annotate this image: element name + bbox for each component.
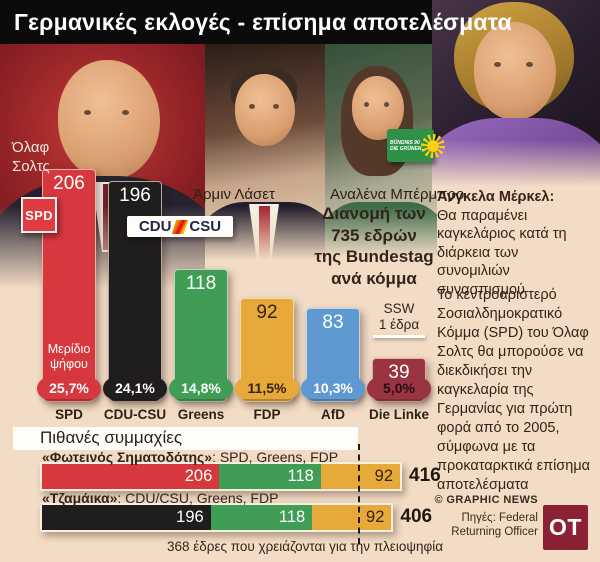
- majority-threshold-line: [357, 444, 360, 544]
- vote-share-pill-afd: 10,3%: [301, 378, 365, 399]
- scholz-eye-right: [122, 110, 129, 115]
- coalition-2-segment-greens: 118: [210, 505, 313, 530]
- ssw-seats: 1 έδρα: [378, 317, 420, 332]
- party-name-greens: Greens: [177, 407, 225, 422]
- greens-logo-text: BÜNDNIS 90 DIE GRÜNEN: [390, 140, 421, 152]
- coalition-1-parties: : SPD, Greens, FDP: [212, 449, 339, 465]
- coalitions-heading-strip: [13, 427, 358, 450]
- greens-logo-line2: DIE GRÜNEN: [390, 145, 422, 152]
- vote-share-pill-fdp: 11,5%: [235, 378, 299, 399]
- party-name-fdp: FDP: [253, 407, 281, 422]
- baerbock-eye-right: [384, 102, 389, 107]
- spd-logo-text: SPD: [25, 207, 53, 223]
- greens-party-logo: BÜNDNIS 90 DIE GRÜNEN: [387, 129, 446, 162]
- coalition-1-name: «Φωτεινός Σηματοδότης»: [42, 449, 213, 465]
- ot-logo: OT: [543, 505, 588, 550]
- cdu-csu-party-logo: CDU CSU: [127, 216, 233, 237]
- coalition-2-segment-cdu-csu: 196: [42, 505, 211, 530]
- scholz-head: [58, 60, 160, 180]
- party-name-die-linke: Die Linke: [368, 407, 430, 422]
- coalition-bar-1: 206 118 92: [40, 462, 402, 491]
- laschet-eye-right: [273, 104, 279, 109]
- label-annalena-baerbock: Αναλένα Μπέρμπρο: [330, 186, 465, 203]
- laschet-head: [235, 74, 295, 146]
- sources-note: Πηγές: Federal Returning Officer: [340, 512, 538, 539]
- merkel-quote: Άνγκελα Μέρκελ: Θα παραμένει καγκελάριος…: [437, 188, 569, 299]
- chart-title-line2: 735 εδρών: [331, 225, 417, 245]
- laschet-eye-left: [249, 104, 255, 109]
- coalition-1-label: «Φωτεινός Σηματοδότης»: SPD, Greens, FDP: [42, 449, 338, 465]
- label-olaf: Όλαφ: [12, 139, 50, 156]
- label-armin-laschet: Άρμιν Λάσετ: [193, 186, 275, 203]
- coalition-total-1: 416: [409, 465, 441, 486]
- vote-share-pill-spd: 25,7%: [37, 378, 101, 399]
- page-title: Γερμανικές εκλογές - επίσημα αποτελέσματ…: [14, 9, 512, 35]
- chart-title-line4: ανά κόμμα: [331, 268, 417, 288]
- greens-logo-line1: BÜNDNIS 90: [390, 139, 420, 146]
- vote-share-pill-die-linke: 5,0%: [367, 378, 431, 399]
- party-name-cdu-csu: CDU-CSU: [103, 407, 167, 422]
- vote-share-pill-cdu-csu: 24,1%: [103, 378, 167, 399]
- spd-party-logo: SPD: [21, 197, 57, 233]
- chart-title: Διανομή των 735 εδρών της Bundestag ανά …: [310, 203, 438, 289]
- cdu-logo-text: CDU: [138, 218, 172, 235]
- scholz-eye-left: [84, 110, 91, 115]
- party-name-afd: AfD: [321, 407, 345, 422]
- analysis-paragraph: Το κεντροαριστερό Σοσιαλδημοκρατικό Κόμμ…: [437, 287, 591, 493]
- baerbock-eye-left: [364, 102, 369, 107]
- coalition-bar-2: 196 118 92: [40, 503, 394, 532]
- ssw-seat-marker: [373, 335, 425, 338]
- ssw-name: SSW: [383, 301, 415, 316]
- chart-title-line3: της Bundestag: [314, 247, 434, 266]
- seat-count-spd: 206: [53, 173, 85, 194]
- coalition-2-name: «Τζαμάικα»: [42, 490, 118, 506]
- seat-count-afd: 83: [322, 312, 344, 333]
- merkel-eye-right: [526, 62, 533, 67]
- sources-line1: Πηγές: Federal: [461, 512, 538, 524]
- vote-share-pill-greens: 14,8%: [169, 378, 233, 399]
- coalition-1-segment-fdp: 92: [320, 464, 400, 489]
- coalitions-heading: Πιθανές συμμαχίες: [40, 428, 183, 447]
- chart-title-line1: Διανομή των: [322, 204, 426, 223]
- coalition-total-2: 406: [400, 506, 433, 527]
- csu-logo-text: CSU: [189, 218, 222, 235]
- seat-count-greens: 118: [185, 273, 217, 294]
- coalition-2-segment-fdp: 92: [312, 505, 392, 530]
- party-name-spd: SPD: [55, 407, 83, 422]
- vote-share-label: Μερίδιο ψήφου: [47, 342, 91, 371]
- ot-logo-text: OT: [549, 514, 582, 540]
- sources-line2: Returning Officer: [451, 525, 538, 538]
- merkel-blazer: [432, 118, 600, 194]
- coalition-2-parties: : CDU/CSU, Greens, FDP: [117, 490, 279, 506]
- coalition-1-segment-greens: 118: [219, 464, 321, 489]
- sunflower-icon: [421, 133, 446, 158]
- label-olaf-scholz: Όλαφ Σολτς: [12, 138, 50, 176]
- coalition-2-label: «Τζαμάικα»: CDU/CSU, Greens, FDP: [42, 490, 278, 506]
- merkel-eye-left: [494, 62, 501, 67]
- seat-count-die-linke: 39: [388, 362, 410, 383]
- coalition-1-segment-spd: 206: [42, 464, 220, 489]
- seat-bar-cdu-csu: 196: [108, 181, 162, 402]
- ssw-note: SSW 1 έδρα: [372, 301, 426, 333]
- seat-count-cdu-csu: 196: [119, 185, 151, 206]
- merkel-quote-body: Θα παραμένει καγκελάριος κατά τη διάρκει…: [437, 207, 567, 298]
- merkel-head: [474, 22, 556, 120]
- cdu-csu-slash-icon: [172, 219, 189, 234]
- laschet-tie: [259, 206, 270, 264]
- label-scholz: Σολτς: [12, 158, 50, 175]
- seat-count-fdp: 92: [256, 302, 278, 323]
- majority-note: 368 έδρες που χρειάζονται για την πλειοψ…: [166, 539, 444, 554]
- graphic-news-credit: © GRAPHIC NEWS: [434, 494, 538, 506]
